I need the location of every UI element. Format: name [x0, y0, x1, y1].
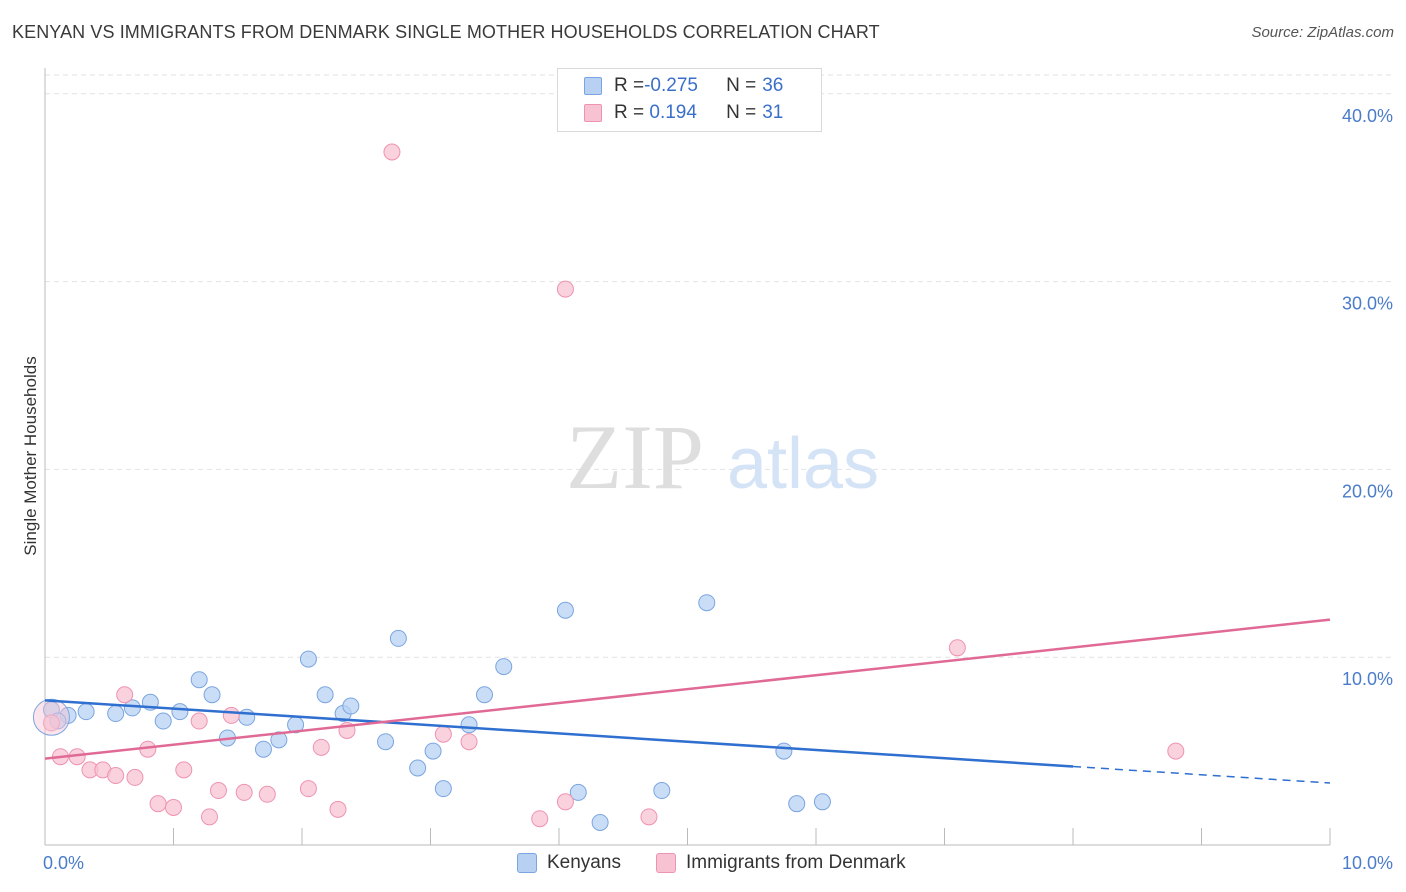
legend-r-label: R =: [614, 75, 645, 96]
kenyans-point: [190, 671, 208, 689]
denmark-point: [107, 767, 125, 785]
kenyans-point: [591, 813, 609, 831]
kenyans-point: [424, 742, 442, 760]
denmark-point: [312, 738, 330, 756]
kenyans-point: [299, 650, 317, 668]
denmark-point: [126, 768, 144, 786]
denmark-point: [299, 780, 317, 798]
watermark-atlas: atlas: [727, 424, 879, 504]
legend-r-value: 0.194: [644, 102, 697, 123]
denmark-point: [209, 782, 227, 800]
x-tick-label: 10.0%: [1342, 853, 1393, 873]
denmark-point: [42, 714, 60, 732]
denmark-point: [640, 808, 658, 826]
denmark-point: [383, 143, 401, 161]
kenyans-point: [460, 716, 478, 734]
kenyans-point: [788, 795, 806, 813]
kenyans-point: [389, 629, 407, 647]
kenyans-point: [434, 780, 452, 798]
y-tick-label: 40.0%: [1342, 106, 1393, 126]
watermark-zip: ZIP: [566, 406, 704, 508]
denmark-point: [222, 706, 240, 724]
denmark-point: [116, 686, 134, 704]
denmark-point: [235, 783, 253, 801]
legend-n-label: N =: [726, 102, 757, 123]
kenyans-point: [342, 697, 360, 715]
watermark: ZIP atlas: [566, 406, 879, 508]
kenyans-point: [154, 712, 172, 730]
kenyans-swatch-icon: [584, 77, 602, 95]
kenyans-point: [556, 601, 574, 619]
denmark-swatch-icon: [584, 104, 602, 122]
denmark-point: [329, 800, 347, 818]
denmark-legend-icon: [656, 853, 676, 873]
cluster-point: [32, 698, 70, 736]
kenyans-point: [495, 658, 513, 676]
axes: [44, 68, 1331, 846]
denmark-point: [200, 808, 218, 826]
gridlines: [45, 74, 1392, 658]
y-tick-label: 10.0%: [1342, 669, 1393, 689]
legend-item-denmark: Immigrants from Denmark: [656, 852, 906, 874]
kenyans-legend-icon: [517, 853, 537, 873]
legend-row-denmark: R = 0.194 N = 31: [584, 100, 783, 126]
denmark-point: [149, 795, 167, 813]
kenyans-point: [698, 594, 716, 612]
legend-n-value: 31: [762, 102, 784, 123]
denmark-point: [258, 785, 276, 803]
stats-legend: R = -0.275 N = 36 R = 0.194 N = 31: [557, 68, 822, 132]
denmark-point: [190, 712, 208, 730]
x-tick-labels: 0.0% 10.0%: [43, 853, 1393, 873]
kenyans-trend-line: [44, 699, 1074, 768]
denmark-trend-line: [44, 618, 1331, 760]
kenyans-point: [653, 782, 671, 800]
chart-title: KENYAN VS IMMIGRANTS FROM DENMARK SINGLE…: [12, 22, 880, 42]
kenyans-point: [254, 740, 272, 758]
kenyans-point: [203, 686, 221, 704]
kenyans-trend-extension: [1072, 765, 1331, 784]
kenyans-point: [475, 686, 493, 704]
source-label: Source: ZipAtlas.com: [1251, 24, 1394, 41]
denmark-point: [531, 810, 549, 828]
kenyans-point: [77, 703, 95, 721]
legend-n-value: 36: [762, 75, 784, 96]
denmark-point: [434, 725, 452, 743]
kenyans-point: [171, 703, 189, 721]
y-tick-label: 20.0%: [1342, 481, 1393, 501]
kenyans-point: [409, 759, 427, 777]
x-tick-label: 0.0%: [43, 853, 84, 873]
legend-kenyans-label: Kenyans: [547, 852, 621, 873]
data-points: [32, 143, 1185, 831]
kenyans-point: [775, 742, 793, 760]
denmark-point: [556, 793, 574, 811]
legend-r-label: R =: [614, 102, 645, 123]
legend-row-kenyans: R = -0.275 N = 36: [584, 73, 783, 99]
legend-item-kenyans: Kenyans: [517, 852, 621, 874]
denmark-point: [165, 798, 182, 816]
kenyans-point: [316, 686, 334, 704]
denmark-point: [460, 733, 478, 751]
kenyans-point: [813, 793, 831, 811]
denmark-point: [175, 761, 193, 779]
denmark-point: [948, 639, 966, 657]
kenyans-point: [123, 699, 141, 717]
kenyans-point: [569, 783, 587, 801]
legend-n-label: N =: [726, 75, 757, 96]
denmark-point: [1167, 742, 1185, 760]
kenyans-point: [377, 733, 395, 751]
trend-lines: [44, 618, 1331, 784]
denmark-point: [556, 280, 574, 298]
kenyans-point: [270, 731, 288, 749]
kenyans-point: [107, 705, 125, 723]
legend-denmark-label: Immigrants from Denmark: [686, 852, 906, 873]
y-tick-labels: 10.0% 20.0% 30.0% 40.0%: [1342, 106, 1393, 689]
legend-r-value: -0.275: [644, 75, 698, 96]
y-axis-label: Single Mother Households: [21, 356, 40, 555]
series-legend: Kenyans Immigrants from Denmark: [0, 852, 1406, 878]
y-tick-label: 30.0%: [1342, 294, 1393, 314]
kenyans-point: [238, 708, 256, 726]
